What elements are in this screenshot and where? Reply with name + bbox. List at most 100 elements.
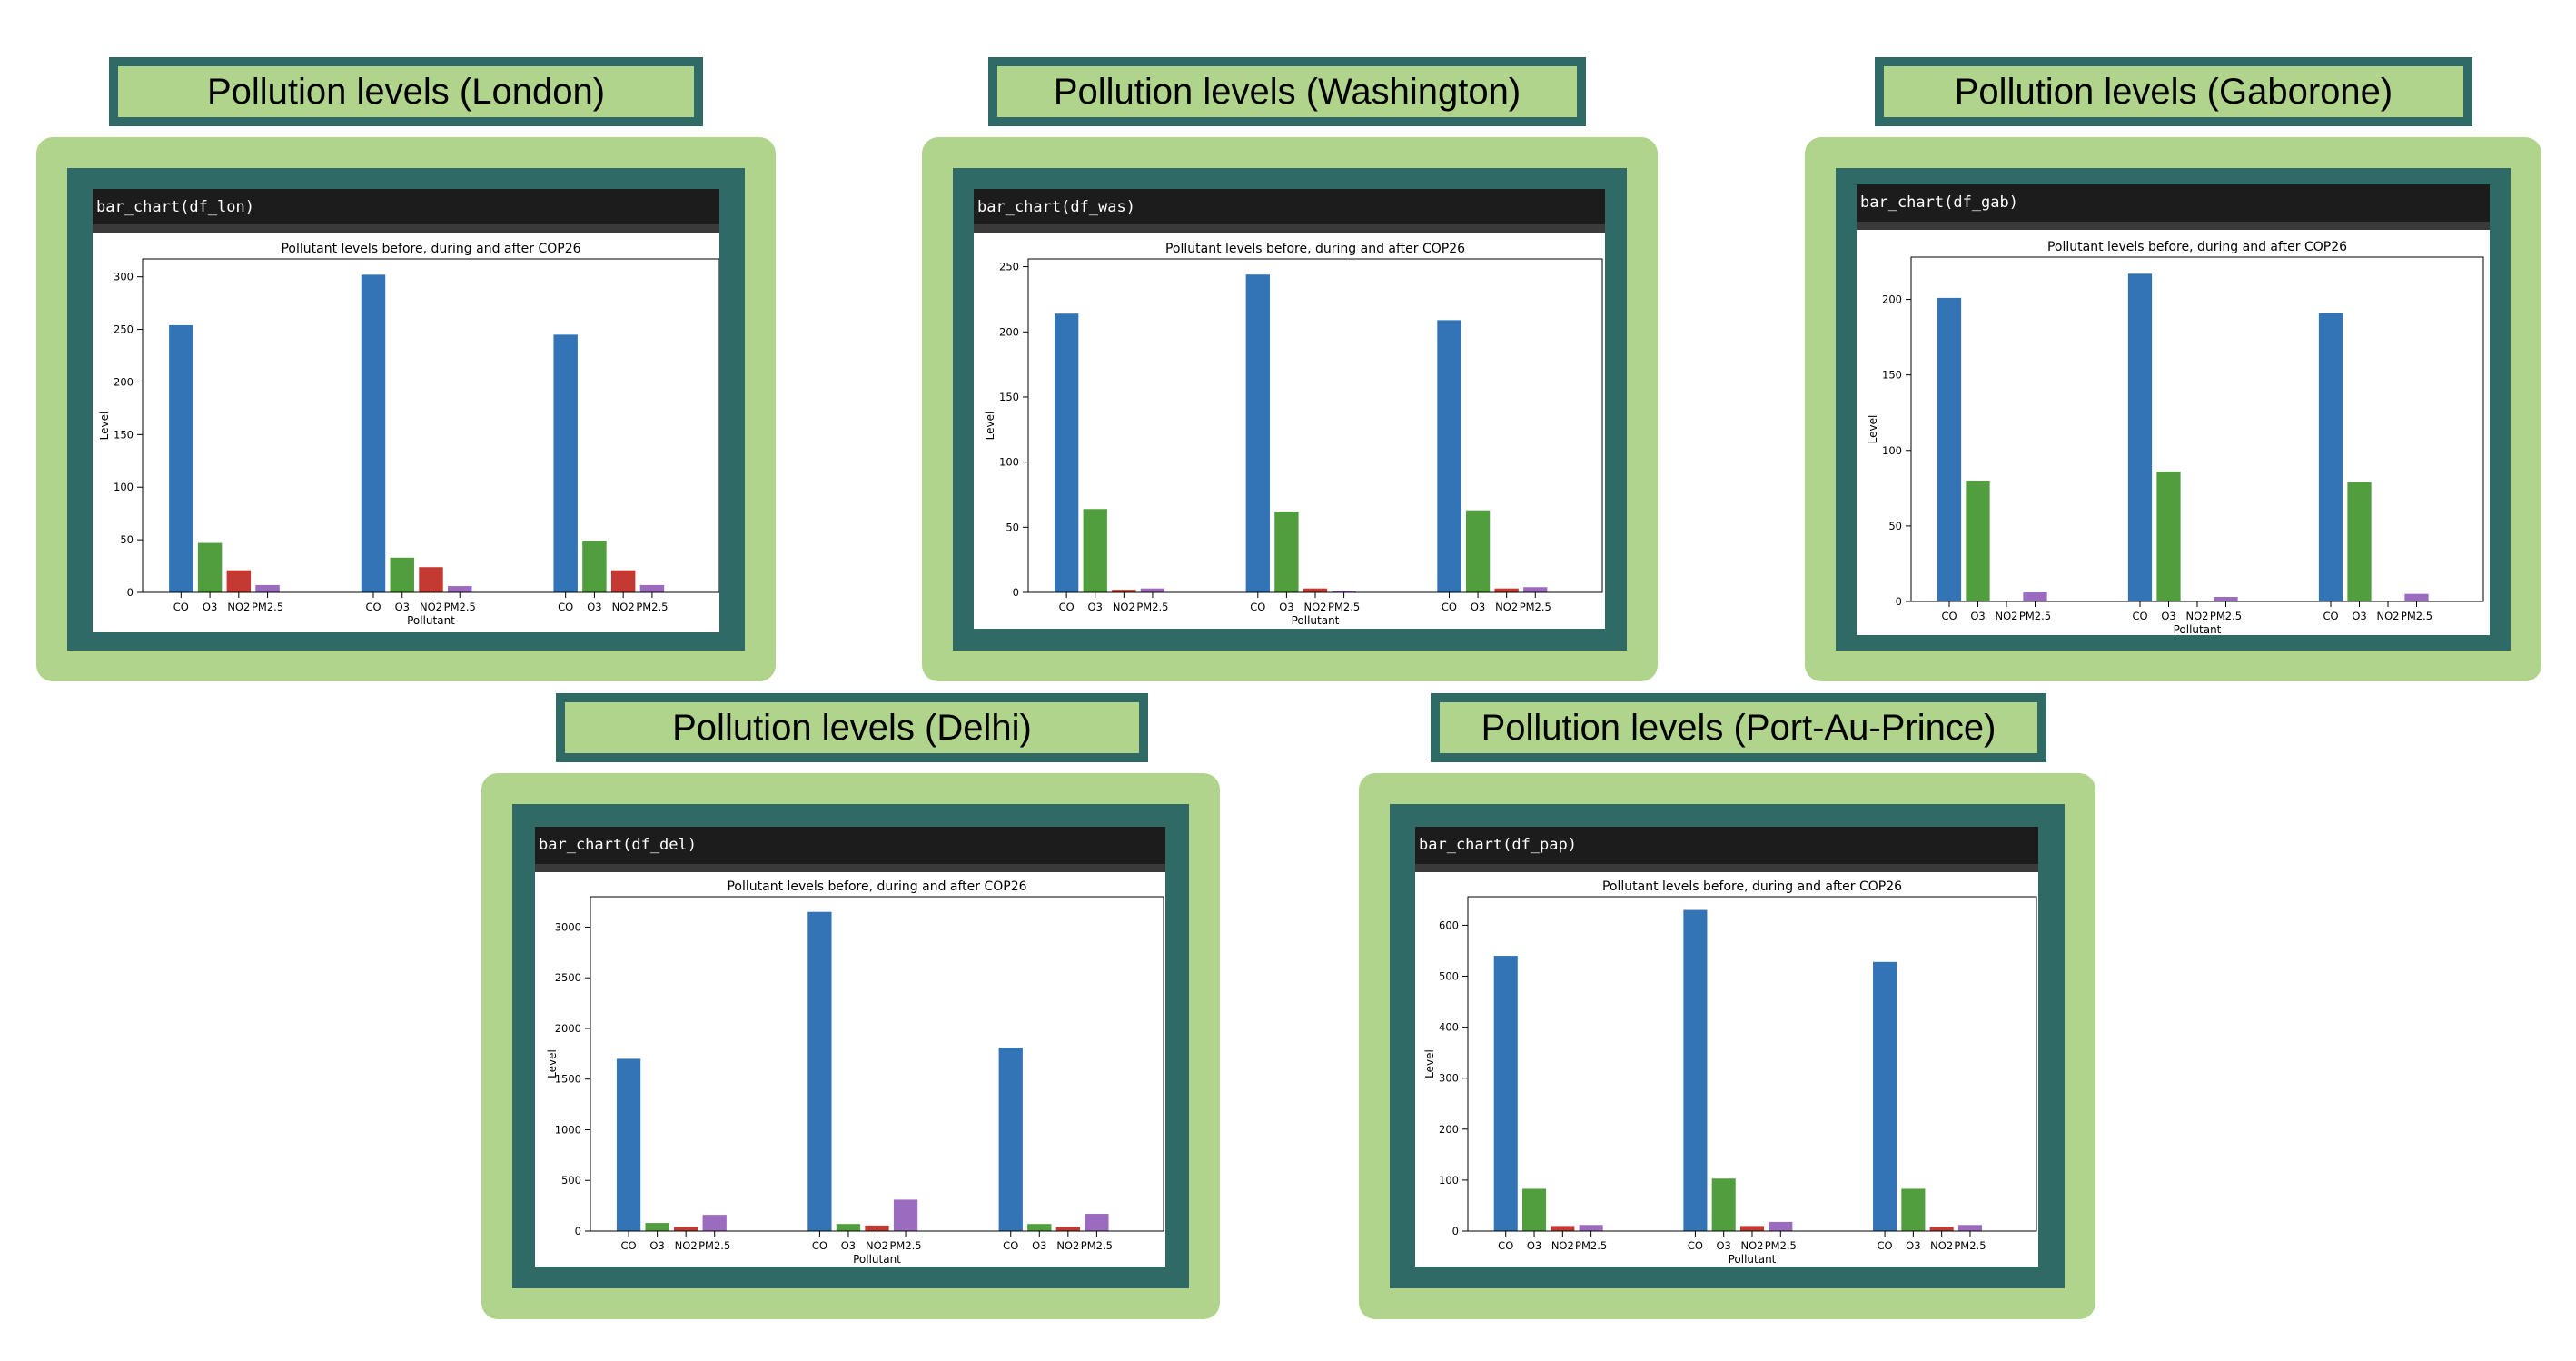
- bar-no2-2: [865, 1225, 889, 1231]
- x-tick-label: NO2: [1113, 601, 1135, 613]
- chart-title: Pollutant levels before, during and afte…: [1602, 879, 1902, 894]
- bar-pm2-5-3: [2404, 593, 2429, 601]
- y-tick-label: 400: [1439, 1021, 1459, 1034]
- y-tick-label: 500: [561, 1174, 581, 1187]
- y-tick-label: 200: [1439, 1123, 1459, 1136]
- x-tick-label: O3: [1032, 1239, 1046, 1252]
- y-tick-label: 2500: [555, 971, 581, 984]
- panel-title: Pollution levels (Washington): [988, 57, 1586, 126]
- bar-co-1: [1937, 297, 1962, 601]
- y-tick-label: 50: [120, 533, 134, 546]
- x-tick-label: NO2: [227, 601, 250, 613]
- y-tick-label: 100: [1439, 1174, 1459, 1187]
- bar-chart-gaborone: Pollutant levels before, during and afte…: [1867, 240, 2484, 635]
- plot-area: Pollutant levels before, during and afte…: [535, 872, 1165, 1267]
- bar-pm2-5-2: [2214, 597, 2238, 601]
- bar-co-2: [361, 274, 386, 592]
- bar-o3-1: [1521, 1188, 1547, 1231]
- x-tick-label: PM2.5: [252, 601, 283, 613]
- bar-co-3: [1437, 320, 1461, 592]
- bar-no2-2: [1739, 1226, 1765, 1231]
- x-tick-label: O3: [1717, 1239, 1731, 1252]
- x-axis-label: Pollutant: [407, 614, 455, 627]
- bar-pm2-5-1: [1579, 1225, 1603, 1231]
- y-tick-label: 250: [999, 261, 1019, 273]
- y-tick-label: 1000: [555, 1123, 581, 1136]
- axes-frame: [142, 258, 719, 593]
- code-cell: bar_chart(df_gab): [1857, 184, 2490, 230]
- x-tick-label: CO: [812, 1239, 827, 1252]
- x-tick-label: NO2: [1495, 601, 1518, 613]
- bar-o3-2: [390, 557, 414, 592]
- y-axis-label: Level: [1423, 1049, 1436, 1078]
- x-tick-label: CO: [365, 601, 381, 613]
- x-tick-label: CO: [1003, 1239, 1018, 1252]
- x-tick-label: O3: [1970, 610, 1985, 622]
- bar-pm2-5-1: [1140, 588, 1165, 592]
- code-cell: bar_chart(df_del): [535, 827, 1165, 872]
- y-tick-label: 200: [114, 375, 134, 388]
- chart-title: Pollutant levels before, during and afte…: [1165, 242, 1465, 256]
- panel-title: Pollution levels (Port-Au-Prince): [1431, 693, 2046, 762]
- bar-o3-1: [1966, 481, 1990, 601]
- axes-frame: [1027, 258, 1603, 593]
- bar-chart-delhi: Pollutant levels before, during and afte…: [546, 879, 1164, 1266]
- y-tick-label: 2000: [555, 1022, 581, 1035]
- bar-pm2-5-1: [2023, 592, 2047, 601]
- y-tick-label: 0: [1013, 586, 1019, 599]
- x-tick-label: CO: [2132, 610, 2147, 622]
- plot-area: Pollutant levels before, during and afte…: [93, 233, 719, 632]
- bar-pm2-5-2: [1332, 591, 1356, 592]
- bar-pm2-5-3: [1085, 1214, 1109, 1231]
- bar-no2-2: [1303, 588, 1328, 592]
- bar-pm2-5-1: [255, 584, 280, 592]
- x-tick-label: CO: [1059, 601, 1075, 613]
- x-tick-label: CO: [621, 1239, 637, 1252]
- x-tick-label: NO2: [1930, 1239, 1953, 1252]
- bar-no2-1: [1551, 1226, 1575, 1231]
- bar-co-1: [169, 324, 193, 592]
- x-tick-label: O3: [2161, 610, 2175, 622]
- x-tick-label: NO2: [675, 1239, 698, 1252]
- x-tick-label: O3: [841, 1239, 856, 1252]
- x-tick-label: PM2.5: [444, 601, 476, 613]
- chart-title: Pollutant levels before, during and afte…: [2047, 240, 2347, 254]
- bar-chart-port-au-prince: Pollutant levels before, during and afte…: [1423, 879, 2037, 1266]
- bar-co-3: [998, 1048, 1023, 1231]
- y-tick-label: 50: [1006, 521, 1019, 533]
- x-axis-label: Pollutant: [853, 1253, 901, 1266]
- x-tick-label: NO2: [2377, 610, 2400, 622]
- y-tick-label: 0: [1896, 595, 1902, 608]
- y-tick-label: 200: [999, 325, 1019, 338]
- code-cell: bar_chart(df_lon): [93, 189, 719, 233]
- x-tick-label: PM2.5: [2401, 610, 2432, 622]
- x-tick-label: O3: [1279, 601, 1293, 613]
- y-axis-label: Level: [1867, 415, 1879, 444]
- x-tick-label: O3: [587, 601, 601, 613]
- x-tick-label: CO: [1878, 1239, 1893, 1252]
- y-tick-label: 50: [1888, 520, 1902, 532]
- x-tick-label: NO2: [1304, 601, 1327, 613]
- y-tick-label: 200: [1882, 293, 1902, 306]
- x-axis-label: Pollutant: [2174, 623, 2222, 635]
- bar-o3-1: [645, 1223, 669, 1231]
- y-axis-label: Level: [546, 1049, 559, 1078]
- plot-area: Pollutant levels before, during and afte…: [1415, 872, 2038, 1267]
- bar-co-2: [1245, 274, 1270, 592]
- bar-pm2-5-2: [1769, 1221, 1793, 1231]
- x-tick-label: PM2.5: [1954, 1239, 1986, 1252]
- y-tick-label: 100: [114, 481, 134, 493]
- y-tick-label: 150: [1882, 369, 1902, 382]
- bar-no2-2: [419, 567, 443, 592]
- x-tick-label: CO: [1941, 610, 1957, 622]
- bar-pm2-5-1: [702, 1215, 727, 1231]
- bar-no2-3: [1929, 1227, 1954, 1231]
- x-tick-label: CO: [173, 601, 189, 613]
- x-tick-label: NO2: [1741, 1239, 1764, 1252]
- bar-o3-3: [582, 541, 607, 592]
- bar-co-3: [1873, 961, 1897, 1231]
- bar-o3-1: [197, 542, 223, 592]
- y-tick-label: 600: [1439, 919, 1459, 931]
- x-tick-label: CO: [558, 601, 573, 613]
- axes-frame: [1910, 256, 2484, 602]
